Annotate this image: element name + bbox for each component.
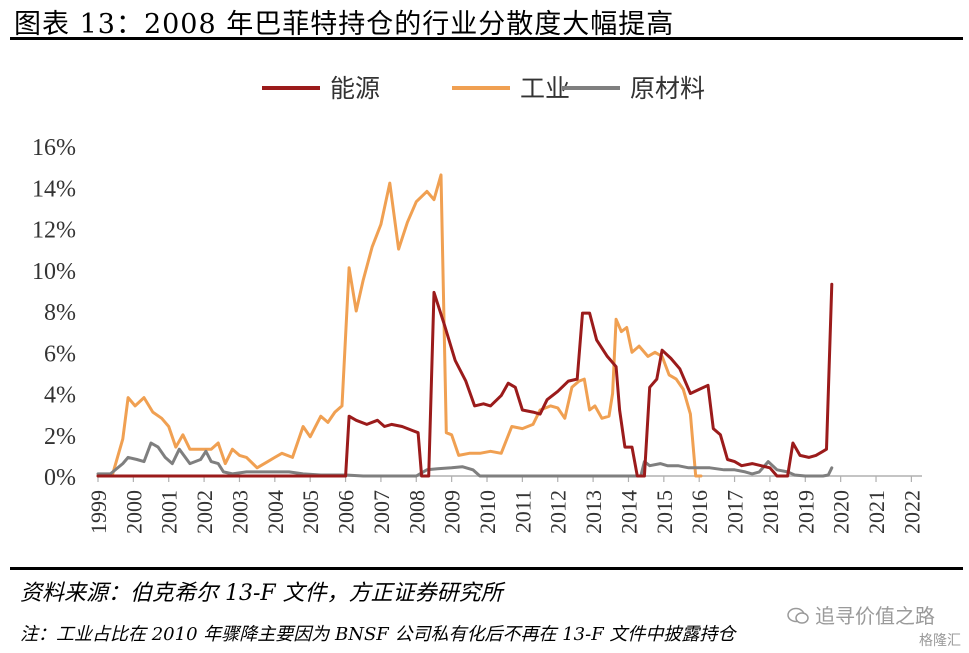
- x-tick-label: 2002: [192, 490, 217, 534]
- y-tick-label: 10%: [32, 259, 76, 285]
- x-axis: 1999 2000 2001 2002 2003 2004 2005 2006 2007 2008…: [86, 475, 924, 534]
- line-chart: 能源 工业 原材料 0% 2% 4% 6% 8% 10% 12% 14% 16% 1999 2000 2…: [32, 75, 924, 534]
- page-title: 图表 13：2008 年巴菲特持仓的行业分散度大幅提高: [14, 9, 675, 40]
- watermark: 追寻价值之路: [787, 600, 935, 629]
- x-tick-label: 2020: [829, 490, 854, 534]
- title-rule: [10, 37, 963, 40]
- x-tick-label: 2011: [510, 490, 535, 533]
- legend-label: 能源: [330, 75, 380, 103]
- x-tick-label: 2012: [546, 490, 571, 534]
- x-tick-label: 2009: [440, 490, 465, 534]
- series-line-3: [96, 441, 834, 478]
- watermark-sub: 格隆汇: [919, 633, 961, 649]
- x-tick-label: 2019: [793, 490, 818, 534]
- legend-label: 工业: [520, 75, 570, 103]
- y-tick-label: 6%: [44, 341, 76, 367]
- footer-rule: [10, 567, 963, 570]
- source-text: 资料来源：伯克希尔 13-F 文件，方正证券研究所: [20, 581, 503, 606]
- legend-label: 原材料: [630, 75, 705, 103]
- series-line-2: [96, 173, 703, 478]
- watermark-text: 追寻价值之路: [815, 604, 935, 628]
- x-tick-label: 2007: [369, 490, 394, 534]
- x-tick-label: 2018: [758, 490, 783, 534]
- y-axis: 0% 2% 4% 6% 8% 10% 12% 14% 16%: [32, 135, 76, 491]
- x-tick-label: 2017: [723, 490, 748, 534]
- x-tick-label: 2006: [334, 490, 359, 534]
- x-tick-label: 2015: [652, 490, 677, 534]
- x-tick-label: 2013: [581, 490, 606, 534]
- y-tick-label: 14%: [32, 176, 76, 202]
- x-tick-label: 2004: [263, 490, 288, 534]
- x-tick-label: 2000: [121, 490, 146, 534]
- series-lines: [96, 173, 834, 478]
- x-tick-label: 2021: [864, 490, 889, 534]
- x-tick-label: 1999: [86, 490, 111, 534]
- y-tick-label: 4%: [44, 383, 76, 409]
- x-tick-label: 2001: [157, 490, 182, 534]
- y-tick-label: 2%: [44, 424, 76, 450]
- x-tick-label: 2014: [616, 490, 641, 534]
- chart-legend: 能源 工业 原材料: [262, 75, 705, 103]
- y-tick-label: 12%: [32, 218, 76, 244]
- wechat-icon: [787, 607, 809, 624]
- y-tick-label: 16%: [32, 135, 76, 161]
- x-tick-label: 2003: [227, 490, 252, 534]
- series-line-1: [96, 282, 834, 478]
- x-tick-label: 2005: [298, 490, 323, 534]
- x-tick-label: 2010: [475, 490, 500, 534]
- x-tick-label: 2022: [899, 490, 924, 534]
- x-tick-label: 2016: [687, 490, 712, 534]
- footnote-text: 注：工业占比在 2010 年骤降主要因为 BNSF 公司私有化后不再在 13-F…: [20, 624, 736, 645]
- y-tick-label: 0%: [44, 465, 76, 491]
- y-tick-label: 8%: [44, 300, 76, 326]
- x-tick-label: 2008: [404, 490, 429, 534]
